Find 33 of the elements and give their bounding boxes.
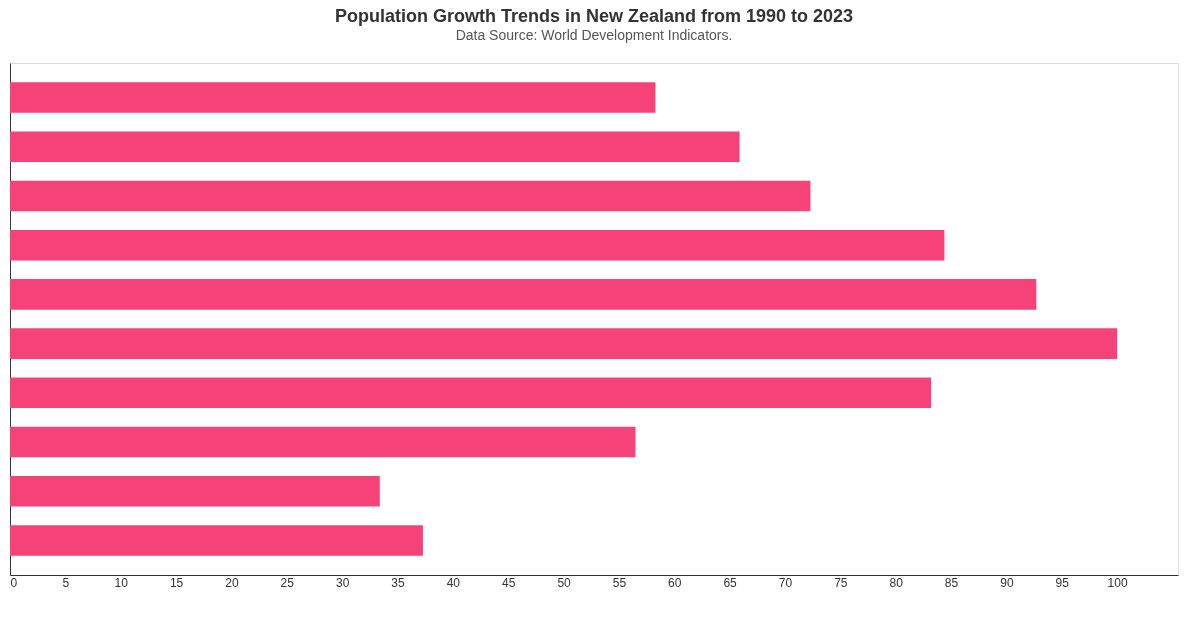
bar [10, 476, 380, 507]
x-tick-label: 55 [612, 575, 627, 590]
bar [10, 82, 656, 113]
x-tick-label: 80 [889, 575, 904, 590]
x-tick-label: 100 [1107, 575, 1128, 590]
x-tick-label: 15 [169, 575, 184, 590]
x-tick-label: 40 [446, 575, 461, 590]
x-tick-label: 60 [668, 575, 682, 590]
x-tick-label: 65 [723, 575, 738, 590]
x-tick-label: 95 [1055, 575, 1070, 590]
x-tick-label: 20 [225, 575, 239, 590]
bar [10, 377, 932, 409]
bar [10, 426, 636, 458]
x-tick-label: 50 [557, 575, 572, 590]
bar [10, 180, 811, 212]
x-tick-label: 25 [280, 575, 295, 590]
bar [10, 131, 740, 162]
x-tick-label: 30 [335, 575, 350, 590]
x-tick-label: 5 [62, 575, 70, 590]
bar [10, 525, 423, 556]
x-tick-label: 90 [1000, 575, 1014, 590]
bar [10, 279, 1037, 310]
bar [10, 328, 1118, 359]
x-tick-label: 0 [10, 575, 18, 590]
x-tick-label: 35 [391, 575, 405, 590]
x-tick-label: 85 [944, 575, 959, 590]
bar [10, 229, 945, 261]
x-tick-label: 10 [114, 575, 129, 590]
x-tick-label: 45 [502, 575, 516, 590]
x-tick-label: 70 [778, 575, 793, 590]
x-tick-label: 75 [834, 575, 848, 590]
chart-title: Population Growth Trends in New Zealand from 1990 to 2023 [334, 6, 854, 26]
chart-subtitle: Data Source: World Development Indicators. [455, 27, 733, 43]
